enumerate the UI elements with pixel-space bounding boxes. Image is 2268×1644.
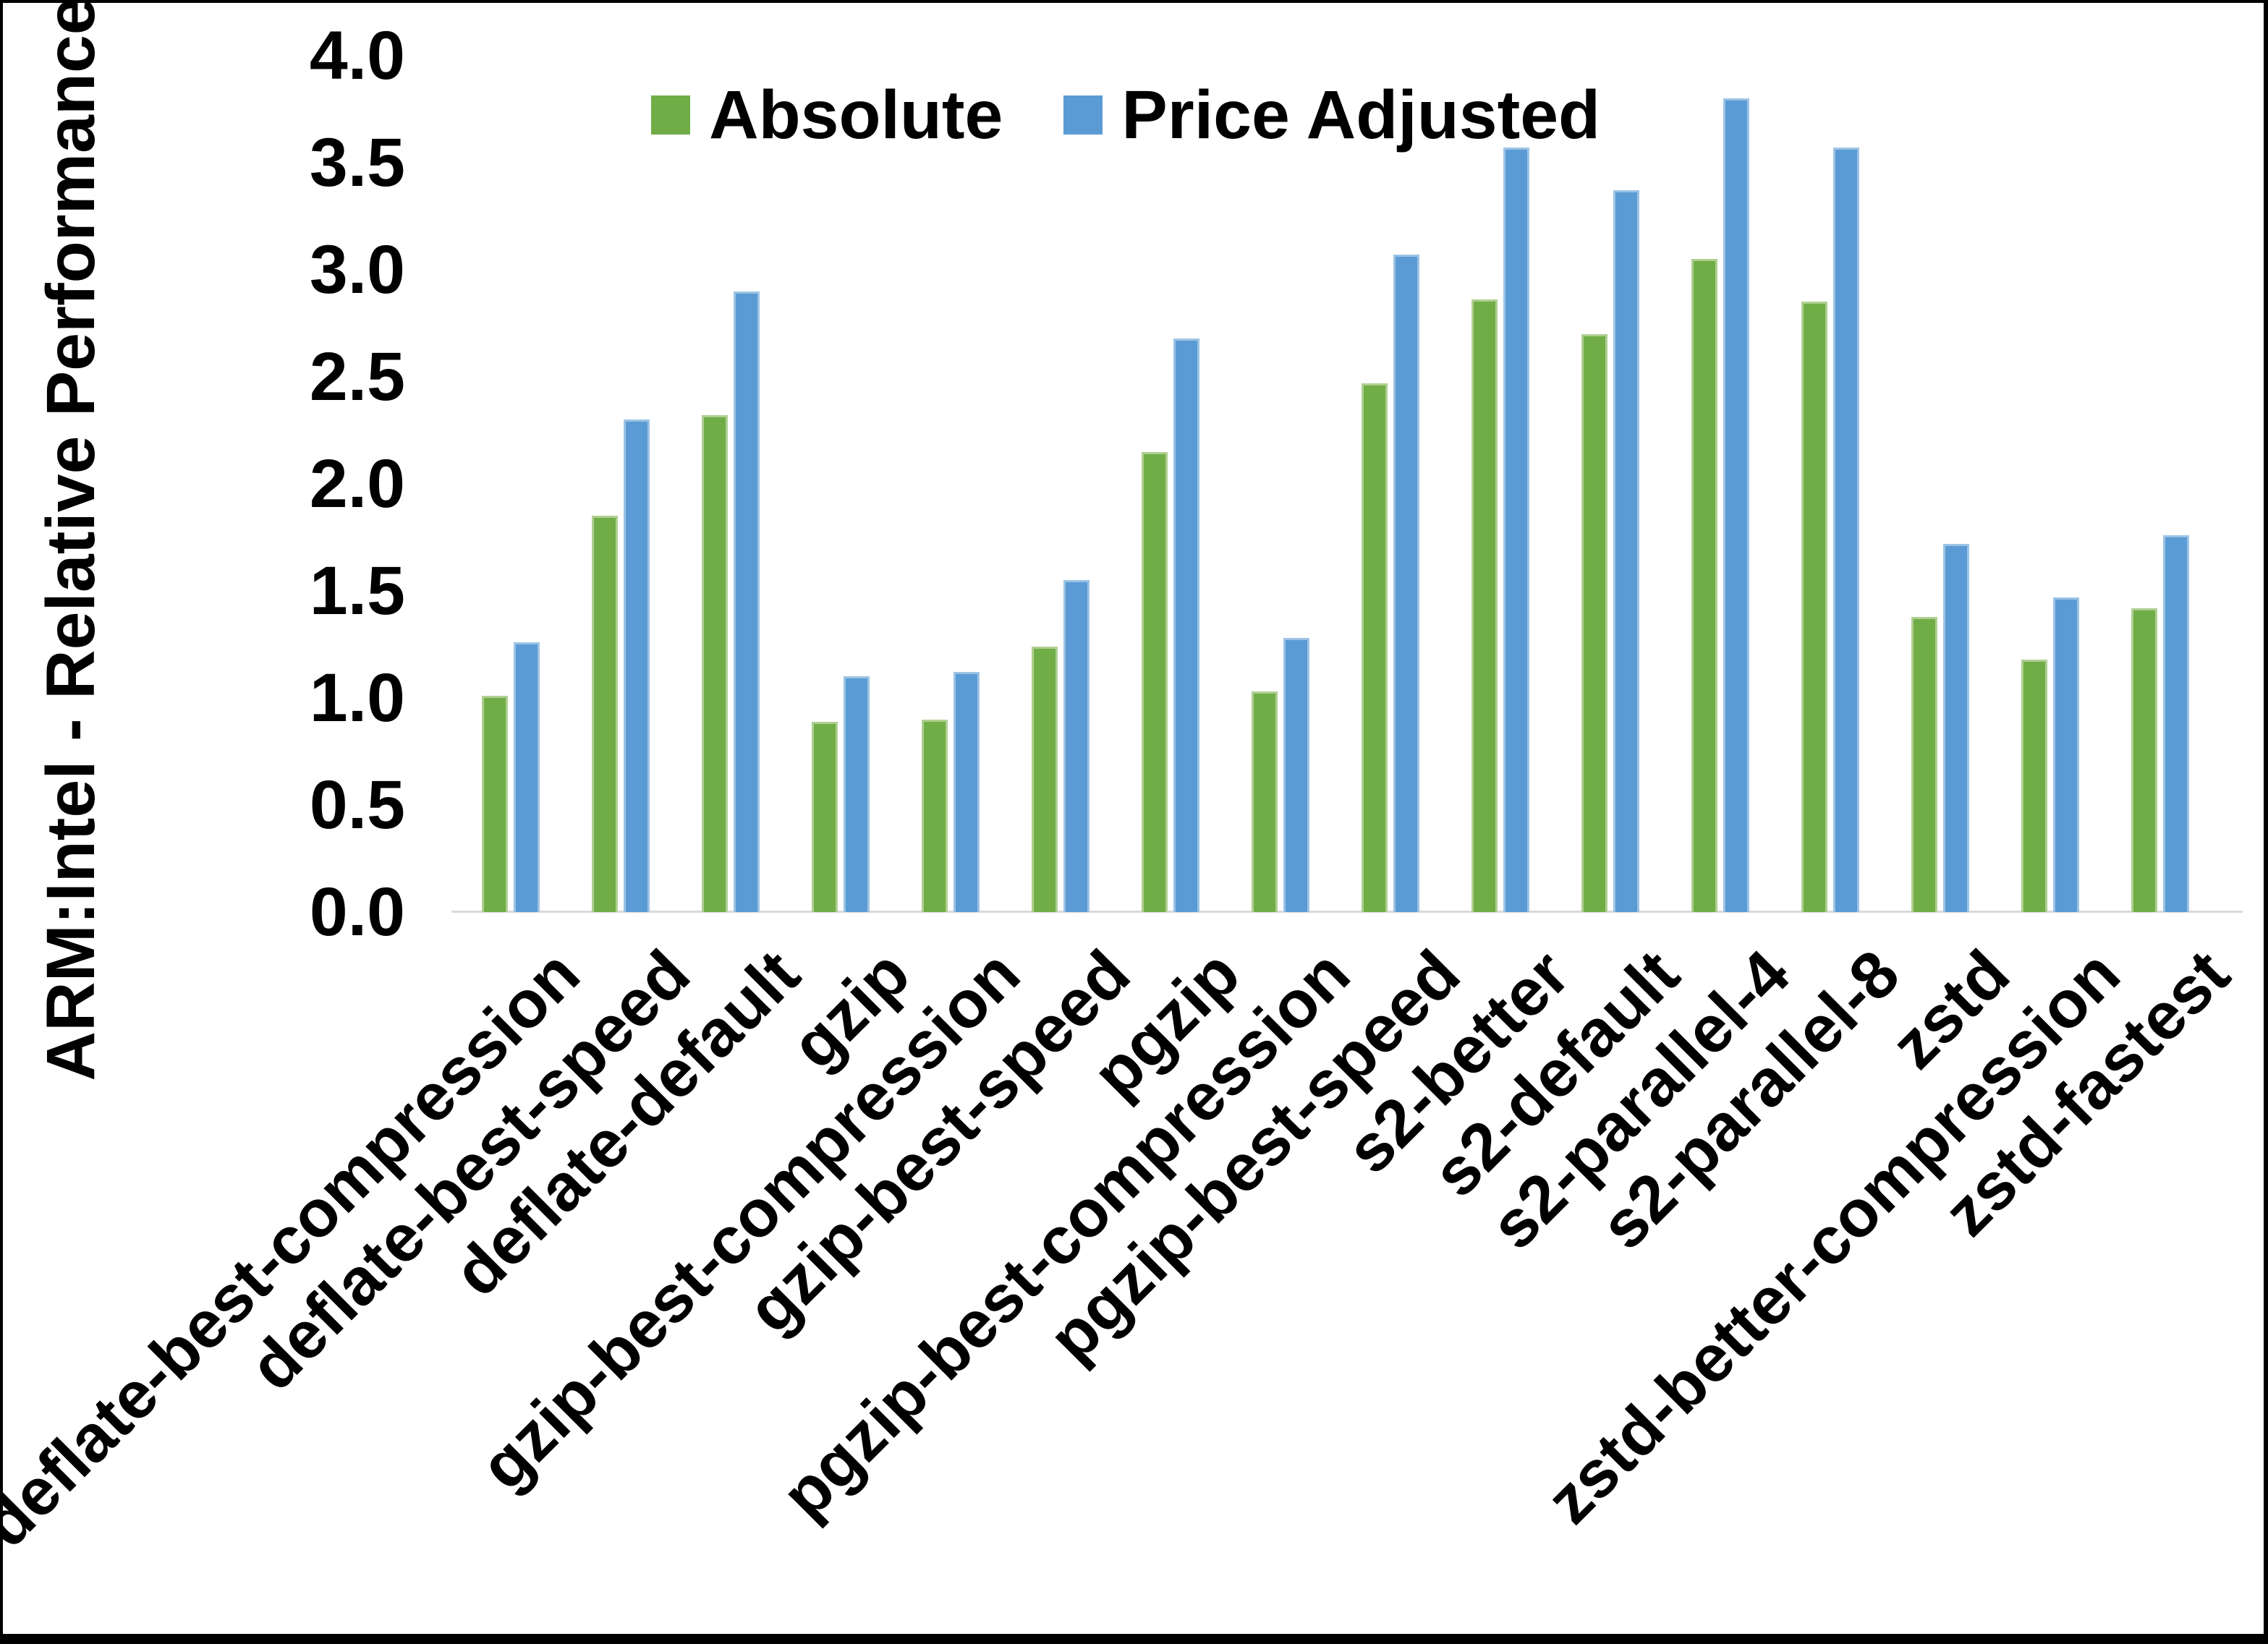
legend-item-absolute: Absolute [651,74,1003,156]
y-tick-4.0: 4.0 [309,17,405,94]
bar-price-adjusted-pgzip-best-compression [1283,638,1309,912]
legend-label-price-adjusted: Price Adjusted [1121,77,1601,153]
y-tick-0.0: 0.0 [309,874,405,950]
legend: Absolute Price Adjusted [651,74,1600,156]
bar-price-adjusted-zstd [1943,544,1969,912]
bar-price-adjusted-gzip-best-compression [954,672,980,912]
bar-absolute-deflate-best-speed [592,516,618,912]
bar-price-adjusted-gzip [844,676,870,912]
bar-absolute-deflate-default [702,415,728,912]
bar-absolute-gzip-best-compression [922,720,948,912]
y-tick-0.5: 0.5 [309,767,405,843]
legend-item-price-adjusted: Price Adjusted [1063,74,1600,156]
bar-absolute-deflate-best-compression [482,696,508,912]
x-axis-line [451,911,2243,913]
bar-price-adjusted-s2-parallel-8 [1833,148,1859,912]
bar-absolute-gzip-best-speed [1032,647,1058,912]
bar-price-adjusted-s2-default [1613,190,1639,912]
bar-absolute-s2-parallel-8 [1801,302,1827,912]
bar-price-adjusted-s2-parallel-4 [1723,98,1749,912]
y-tick-2.0: 2.0 [309,446,405,522]
legend-label-absolute: Absolute [709,77,1003,153]
bar-price-adjusted-pgzip [1173,338,1199,912]
bar-price-adjusted-deflate-best-compression [514,642,540,912]
legend-swatch-absolute [651,95,690,135]
legend-swatch-price-adjusted [1063,95,1103,135]
bar-absolute-s2-parallel-4 [1691,259,1717,912]
y-tick-1.5: 1.5 [309,553,405,629]
bar-price-adjusted-zstd-better-compression [2053,597,2079,912]
bar-absolute-pgzip-best-speed [1362,383,1388,912]
bar-absolute-s2-default [1581,334,1607,912]
bar-absolute-zstd-fastest [2131,608,2157,912]
y-axis-title: ARM:Intel - Relative Performance [33,0,109,1081]
y-tick-1.0: 1.0 [309,660,405,736]
bar-absolute-gzip [812,722,838,912]
y-tick-2.5: 2.5 [309,338,405,415]
bar-price-adjusted-pgzip-best-speed [1393,255,1419,912]
bar-absolute-zstd [1911,617,1937,912]
y-tick-3.5: 3.5 [309,124,405,201]
bar-absolute-s2-better [1471,299,1498,912]
bar-price-adjusted-gzip-best-speed [1063,580,1090,912]
bar-price-adjusted-zstd-fastest [2163,535,2189,912]
bar-absolute-pgzip-best-compression [1252,691,1278,912]
bar-price-adjusted-deflate-best-speed [624,419,650,912]
bar-absolute-pgzip [1142,452,1168,912]
bar-price-adjusted-s2-better [1503,148,1529,912]
bar-price-adjusted-deflate-default [734,291,760,912]
y-tick-3.0: 3.0 [309,231,405,308]
bar-absolute-zstd-better-compression [2021,660,2047,912]
